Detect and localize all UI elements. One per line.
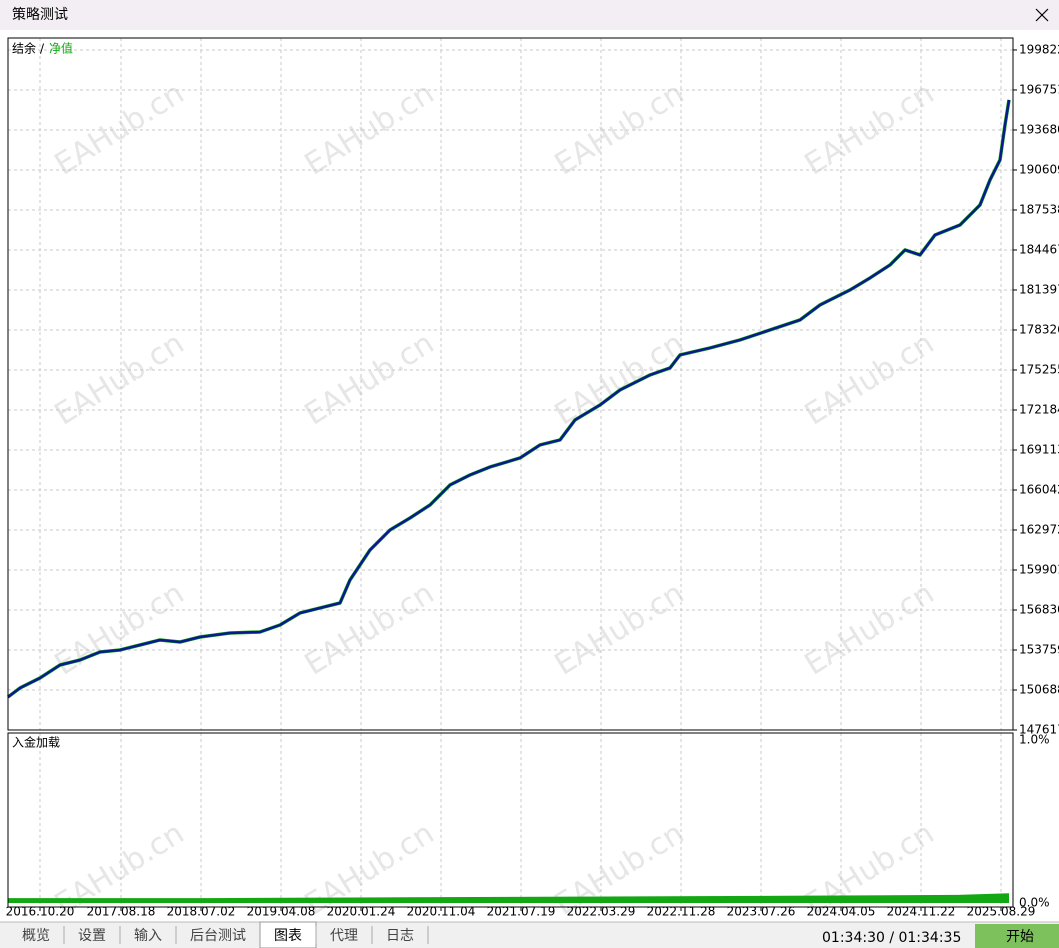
panel-title: 入金加载 (12, 735, 60, 750)
x-tick-label: 2018.07.02 (167, 905, 236, 919)
x-tick-label: 2023.07.26 (727, 905, 796, 919)
elapsed-time: 01:34:30 / 01:34:35 (822, 930, 961, 946)
deposit-load-area (8, 893, 1009, 903)
panel-frame (7, 732, 1014, 908)
tab[interactable]: 概览 (22, 928, 50, 944)
y-tick-label: 175255 (1019, 362, 1059, 376)
y-tick-label: 147617 (1019, 723, 1059, 737)
y-tick-label: 162972 (1019, 522, 1059, 536)
tab[interactable]: 图表 (274, 928, 302, 944)
x-tick-label: 2017.08.18 (87, 905, 156, 919)
y-tick-label: 184467 (1019, 242, 1059, 256)
panel-tick-label: 1.0% (1019, 733, 1050, 747)
x-tick-label: 2024.04.05 (807, 905, 876, 919)
x-tick-label: 2021.07.19 (487, 905, 556, 919)
x-tick-label: 2024.11.22 (887, 905, 956, 919)
series-line (7, 99, 1011, 698)
y-tick-label: 156830 (1019, 602, 1059, 616)
tab[interactable]: 日志 (386, 928, 414, 944)
tab[interactable]: 设置 (78, 928, 106, 944)
y-tick-label: 178326 (1019, 322, 1059, 336)
title-bar (0, 0, 1059, 30)
y-tick-label: 153759 (1019, 642, 1059, 656)
close-button[interactable] (1035, 8, 1049, 22)
start-button-label[interactable]: 开始 (1006, 929, 1034, 945)
x-tick-label: 2022.03.29 (567, 905, 636, 919)
window-title: 策略测试 (12, 6, 68, 23)
legend-separator: / (40, 42, 45, 56)
start-button[interactable] (975, 924, 1059, 948)
tab[interactable]: 后台测试 (190, 928, 246, 944)
panel-tick-label: 0.0% (1019, 896, 1050, 910)
y-tick-label: 169113 (1019, 442, 1059, 456)
tab[interactable]: 代理 (330, 928, 358, 944)
y-tick-label: 187538 (1019, 202, 1059, 216)
x-tick-label: 2016.10.20 (6, 905, 75, 919)
y-tick-label: 166042 (1019, 482, 1059, 496)
x-tick-label: 2019.04.08 (247, 905, 316, 919)
y-tick-label: 172184 (1019, 402, 1059, 416)
x-tick-label: 2020.11.04 (407, 905, 476, 919)
x-tick-label: 2025.08.29 (967, 905, 1036, 919)
x-tick-label: 2022.11.28 (647, 905, 716, 919)
legend-entry: 结余 (12, 41, 36, 56)
chart-area (0, 30, 1059, 922)
y-tick-label: 150688 (1019, 682, 1059, 696)
x-tick-label: 2020.01.24 (327, 905, 396, 919)
y-tick-label: 190609 (1019, 162, 1059, 176)
legend-entry: 净值 (49, 41, 73, 56)
plot-frame (7, 37, 1014, 731)
tab[interactable]: 输入 (134, 928, 162, 944)
y-tick-label: 193680 (1019, 122, 1059, 136)
y-tick-label: 181397 (1019, 282, 1059, 296)
